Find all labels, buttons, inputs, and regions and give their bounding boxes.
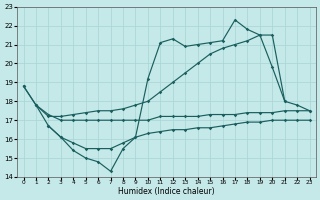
- X-axis label: Humidex (Indice chaleur): Humidex (Indice chaleur): [118, 187, 215, 196]
